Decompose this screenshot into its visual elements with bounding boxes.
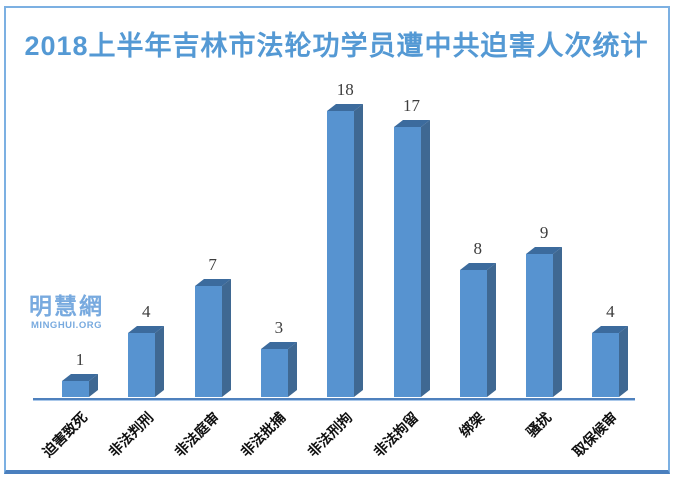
category-label: 非法刑拘 (304, 409, 356, 460)
bar-value-label: 9 (539, 222, 549, 242)
bar-value-label: 3 (274, 318, 284, 338)
bar-value-label: 4 (142, 302, 151, 322)
bar-front-face (128, 333, 156, 397)
chart-title: 2018上半年吉林市法轮功学员遭中共迫害人次统计 (24, 31, 649, 61)
bar-value-label: 8 (473, 238, 483, 258)
bar-side-face (221, 278, 231, 397)
bar-value-label: 4 (606, 302, 615, 322)
category-label: 非法判刑 (105, 409, 157, 460)
minghui-watermark: 明慧網 MINGHUI.ORG (29, 295, 104, 331)
category-label: 非法拘留 (370, 409, 422, 460)
category-label: 非法批捕 (237, 409, 289, 460)
category-label: 取保候审 (569, 409, 621, 460)
bar-front-face (459, 269, 487, 397)
bar-value-label: 7 (208, 254, 217, 274)
category-label: 迫害致死 (38, 409, 90, 460)
bar-front-face (526, 253, 554, 397)
bar-front-face (393, 126, 421, 397)
x-axis-line (33, 398, 635, 401)
category-label: 绑架 (456, 409, 488, 441)
bar-side-face (553, 246, 563, 397)
bar-side-face (155, 326, 165, 397)
bar-value-label: 18 (336, 79, 354, 99)
bar-side-face (354, 103, 364, 397)
bar-side-face (486, 262, 496, 397)
category-label: 非法庭审 (171, 409, 223, 460)
watermark-chinese-text: 明慧網 (29, 293, 104, 319)
bar-value-label: 17 (403, 95, 420, 115)
bar-side-face (619, 326, 629, 397)
bar-side-face (287, 342, 297, 397)
bar-front-face (62, 381, 89, 397)
watermark-latin-text: MINGHUI.ORG (31, 320, 102, 331)
bar-front-face (327, 110, 355, 397)
bar-side-face (420, 119, 430, 397)
bar-front-face (592, 333, 620, 397)
category-label: 骚扰 (522, 409, 554, 441)
bar-front-face (260, 349, 288, 397)
bar-front-face (194, 285, 222, 397)
bar-value-label: 1 (75, 350, 85, 370)
